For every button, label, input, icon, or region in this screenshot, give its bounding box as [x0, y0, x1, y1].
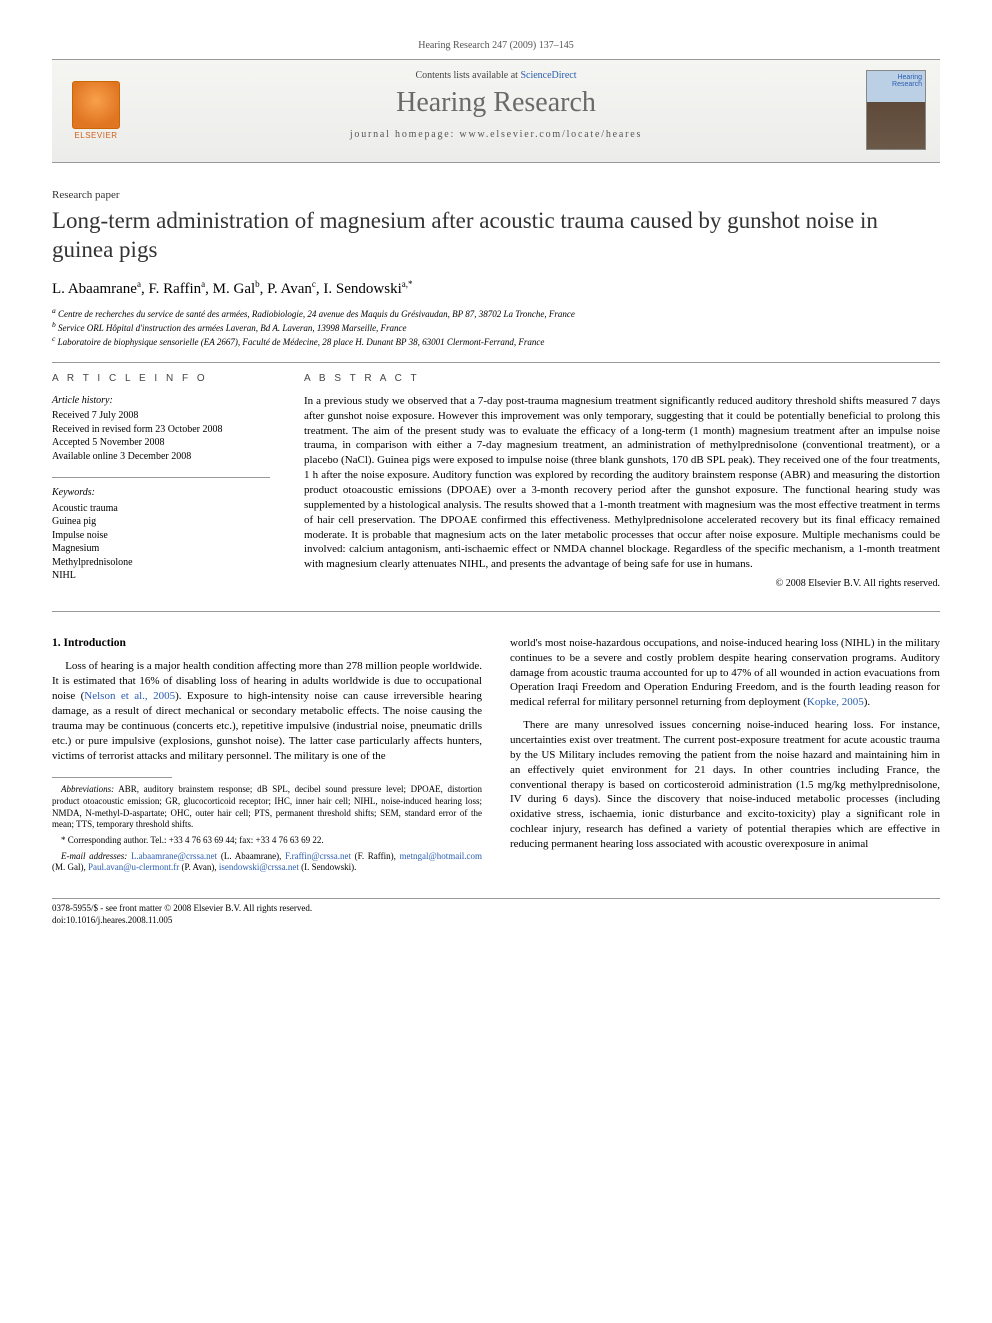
contents-prefix: Contents lists available at [415, 70, 520, 81]
divider [52, 477, 270, 478]
email-footnote: E-mail addresses: L.abaamrane@crssa.net … [52, 851, 482, 874]
abstract-heading: A B S T R A C T [304, 373, 940, 384]
footer-line-1: 0378-5955/$ - see front matter © 2008 El… [52, 903, 940, 915]
body-paragraph: world's most noise-hazardous occupations… [510, 636, 940, 710]
article-title: Long-term administration of magnesium af… [52, 207, 940, 265]
ref-link[interactable]: Nelson et al., 2005 [84, 690, 175, 702]
homepage-line: journal homepage: www.elsevier.com/locat… [140, 129, 852, 140]
abstract-copyright: © 2008 Elsevier B.V. All rights reserved… [304, 578, 940, 589]
email-link[interactable]: isendowski@crssa.net [219, 862, 299, 872]
article-type: Research paper [52, 189, 940, 201]
email-link[interactable]: metngal@hotmail.com [399, 851, 482, 861]
abbr-label: Abbreviations: [61, 784, 114, 794]
email-link[interactable]: L.abaamrane@crssa.net [131, 851, 217, 861]
footnote-rule [52, 777, 172, 778]
ref-link[interactable]: Kopke, 2005 [807, 696, 864, 708]
journal-cover-thumb: Hearing Research [866, 70, 926, 150]
keyword: Magnesium [52, 542, 270, 556]
footer-line-2: doi:10.1016/j.heares.2008.11.005 [52, 915, 940, 927]
history-subhead: Article history: [52, 394, 270, 408]
email-label: E-mail addresses: [61, 851, 127, 861]
abbreviations-footnote: Abbreviations: ABR, auditory brainstem r… [52, 784, 482, 831]
email-link[interactable]: Paul.avan@u-clermont.fr [88, 862, 179, 872]
header-citation: Hearing Research 247 (2009) 137–145 [52, 40, 940, 51]
keyword: Methylprednisolone [52, 556, 270, 570]
affiliation-line: b Service ORL Hôpital d'instruction des … [52, 320, 940, 334]
divider [52, 611, 940, 612]
author-list: L. Abaamranea, F. Raffina, M. Galb, P. A… [52, 279, 940, 298]
article-history: Article history: Received 7 July 2008Rec… [52, 394, 270, 464]
keyword: Acoustic trauma [52, 502, 270, 516]
cover-thumb-label: Hearing Research [867, 74, 922, 88]
page-footer: 0378-5955/$ - see front matter © 2008 El… [52, 898, 940, 926]
sciencedirect-link[interactable]: ScienceDirect [520, 70, 576, 81]
corresponding-author-footnote: * Corresponding author. Tel.: +33 4 76 6… [52, 835, 482, 847]
history-line: Received in revised form 23 October 2008 [52, 423, 270, 437]
history-line: Received 7 July 2008 [52, 409, 270, 423]
section-1-heading: 1. Introduction [52, 636, 482, 652]
body-text: world's most noise-hazardous occupations… [510, 637, 940, 708]
keyword: Impulse noise [52, 529, 270, 543]
keywords-block: Keywords: Acoustic traumaGuinea pigImpul… [52, 486, 270, 583]
article-info-heading: A R T I C L E I N F O [52, 373, 270, 384]
affiliation-line: c Laboratoire de biophysique sensorielle… [52, 334, 940, 348]
homepage-url: www.elsevier.com/locate/heares [459, 129, 642, 140]
abstract-text: In a previous study we observed that a 7… [304, 394, 940, 572]
divider [52, 362, 940, 363]
body-paragraph: There are many unresolved issues concern… [510, 718, 940, 852]
contents-line: Contents lists available at ScienceDirec… [140, 70, 852, 81]
abbr-text: ABR, auditory brainstem response; dB SPL… [52, 784, 482, 829]
elsevier-tree-icon [72, 81, 120, 129]
homepage-prefix: journal homepage: [350, 129, 460, 140]
affiliations: a Centre de recherches du service de san… [52, 306, 940, 348]
keywords-subhead: Keywords: [52, 486, 270, 500]
journal-name: Hearing Research [140, 87, 852, 119]
elsevier-text: ELSEVIER [74, 131, 117, 140]
elsevier-logo: ELSEVIER [66, 70, 126, 140]
history-line: Available online 3 December 2008 [52, 450, 270, 464]
body-text: ). [864, 696, 870, 708]
journal-banner: ELSEVIER Contents lists available at Sci… [52, 59, 940, 163]
affiliation-line: a Centre de recherches du service de san… [52, 306, 940, 320]
body-paragraph: Loss of hearing is a major health condit… [52, 659, 482, 763]
history-line: Accepted 5 November 2008 [52, 436, 270, 450]
keyword: NIHL [52, 569, 270, 583]
keyword: Guinea pig [52, 515, 270, 529]
email-link[interactable]: F.raffin@crssa.net [285, 851, 351, 861]
footnotes-block: Abbreviations: ABR, auditory brainstem r… [52, 784, 482, 874]
